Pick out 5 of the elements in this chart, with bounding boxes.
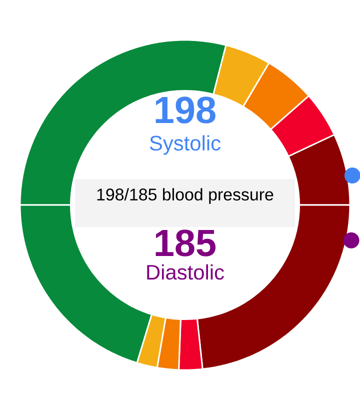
text: Systolic — [150, 135, 220, 155]
text: 198 — [156, 96, 216, 124]
text: 185 — [156, 230, 216, 256]
text: 198/185 blood pressure — [97, 188, 273, 204]
text: Diastolic — [146, 264, 224, 280]
